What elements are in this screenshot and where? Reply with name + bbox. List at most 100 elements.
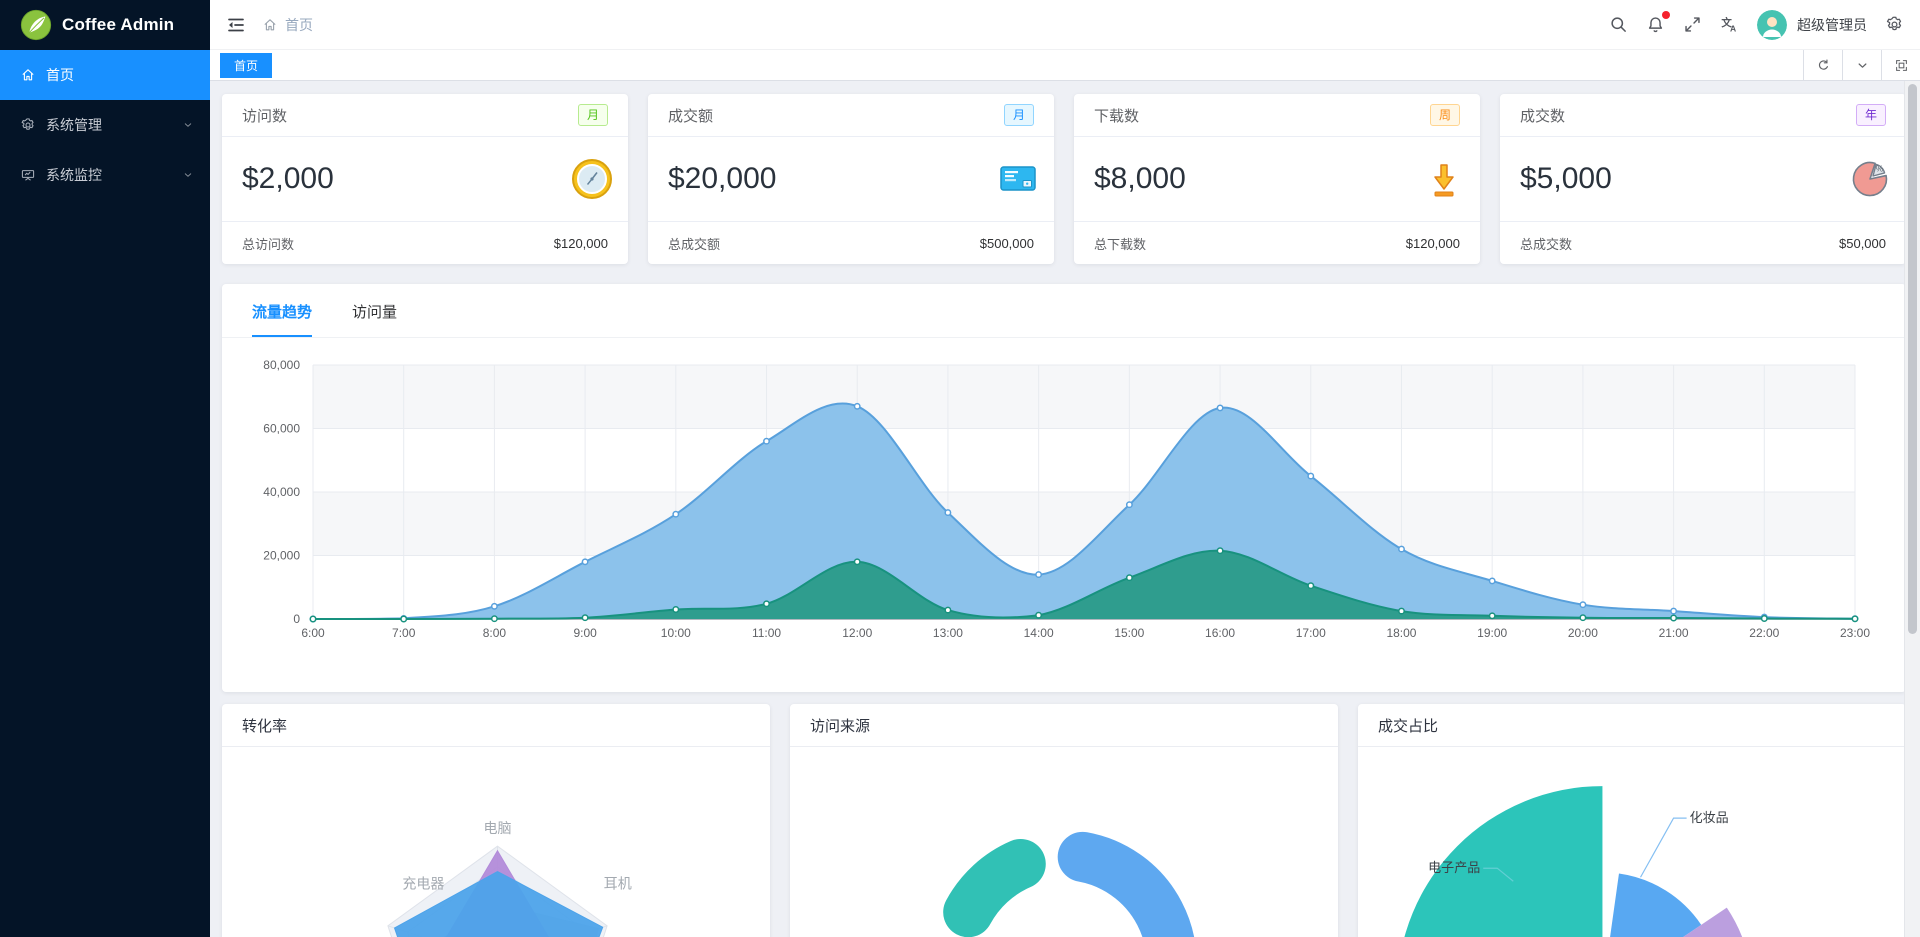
svg-text:化妆品: 化妆品 <box>1690 810 1729 825</box>
content-area: 访问数 月 $2,000 总访问数 $120,000 成交额 月 $20,000 总成交额 $50… <box>210 81 1920 937</box>
page-scrollbar[interactable] <box>1904 81 1920 937</box>
svg-text:耳机: 耳机 <box>604 875 632 891</box>
stat-card-footer-label: 总下载数 <box>1094 236 1147 252</box>
svg-text:充电器: 充电器 <box>402 875 444 891</box>
trend-tab-1[interactable]: 访问量 <box>352 304 398 321</box>
breadcrumb-item-home[interactable]: 首页 <box>285 16 313 33</box>
stat-card-footer: 总成交额 $500,000 <box>648 221 1054 264</box>
stat-card-3: 成交数 年 $5,000% 总成交数 $50,000 <box>1500 94 1906 264</box>
svg-text:文: 文 <box>1721 16 1732 29</box>
avatar[interactable] <box>1757 9 1787 40</box>
maximize-icon[interactable] <box>1881 50 1920 80</box>
stat-card-body: $5,000% <box>1500 137 1906 221</box>
stat-card-value: $5,000 <box>1520 162 1612 195</box>
svg-text:15:00: 15:00 <box>1114 626 1144 640</box>
svg-text:9:00: 9:00 <box>573 626 597 640</box>
svg-text:%: % <box>1876 164 1884 174</box>
pie-icon: % <box>1848 157 1892 201</box>
sidebar-item-1[interactable]: 系统管理 <box>0 100 210 150</box>
navbar-left: 首页 <box>226 15 313 35</box>
breadcrumb[interactable]: 首页 <box>262 15 313 35</box>
stat-card-title: 成交数 <box>1520 107 1566 125</box>
svg-text:A: A <box>1730 24 1736 34</box>
clock-icon <box>570 157 614 201</box>
stat-card-value: $20,000 <box>668 162 777 195</box>
bell-icon <box>1646 15 1665 34</box>
stat-card-value: $2,000 <box>242 162 334 195</box>
scrollbar-thumb[interactable] <box>1908 84 1917 634</box>
stat-card-2: 下载数 周 $8,000 总下载数 $120,000 <box>1074 94 1480 264</box>
svg-text:22:00: 22:00 <box>1749 626 1779 640</box>
sidebar: Coffee Admin 首页系统管理系统监控 <box>0 0 210 937</box>
stat-card-header: 成交额 月 <box>648 94 1054 137</box>
tabs-bar: 首页 <box>210 50 1920 81</box>
stat-card-footer-value: $50,000 <box>1839 235 1886 251</box>
svg-text:电脑: 电脑 <box>483 820 511 836</box>
svg-text:40,000: 40,000 <box>263 485 300 499</box>
stat-card-body: $20,000 <box>648 137 1054 221</box>
stat-card-1: 成交额 月 $20,000 总成交额 $500,000 <box>648 94 1054 264</box>
search-icon[interactable] <box>1609 15 1628 34</box>
trend-tab-0[interactable]: 流量趋势 <box>252 301 313 337</box>
stat-card-badge: 年 <box>1855 104 1886 126</box>
stat-card-title: 下载数 <box>1094 107 1140 125</box>
stat-card-footer: 总下载数 $120,000 <box>1074 221 1480 264</box>
sidebar-item-label: 首页 <box>46 67 74 83</box>
conversion-rate-card: 转化率 电脑耳机 充电器 <box>222 704 770 937</box>
svg-text:11:00: 11:00 <box>752 626 781 640</box>
stat-card-body: $2,000 <box>222 137 628 221</box>
refresh-icon[interactable] <box>1803 50 1842 80</box>
card-title: 转化率 <box>222 704 770 747</box>
stat-card-footer-label: 总成交额 <box>668 236 721 252</box>
app-logo: Coffee Admin <box>0 0 210 50</box>
stat-card-footer-value: $120,000 <box>1405 235 1460 251</box>
stat-card-badge: 月 <box>1003 104 1034 126</box>
stat-card-badge: 月 <box>577 104 608 126</box>
stat-card-header: 成交数 年 <box>1500 94 1906 137</box>
svg-text:6:00: 6:00 <box>301 626 325 640</box>
stat-card-badge: 周 <box>1429 104 1460 126</box>
svg-text:16:00: 16:00 <box>1205 626 1235 640</box>
sidebar-fold-icon[interactable] <box>226 15 246 35</box>
sidebar-item-2[interactable]: 系统监控 <box>0 150 210 200</box>
stat-card-footer-value: $120,000 <box>553 235 608 251</box>
stat-cards-row: 访问数 月 $2,000 总访问数 $120,000 成交额 月 $20,000 总成交额 $50… <box>222 94 1906 264</box>
svg-text:8:00: 8:00 <box>483 626 507 640</box>
fullscreen-icon[interactable] <box>1683 15 1702 34</box>
sidebar-item-0[interactable]: 首页 <box>0 50 210 100</box>
notifications-button[interactable] <box>1646 11 1670 34</box>
open-tab-0[interactable]: 首页 <box>220 52 273 78</box>
svg-text:7:00: 7:00 <box>392 626 416 640</box>
traffic-trend-card: 流量趋势 访问量 0 20,000 40,000 60,000 80,000 6:00 7:0… <box>222 284 1906 692</box>
svg-text:23:00: 23:00 <box>1840 626 1870 640</box>
svg-text:20:00: 20:00 <box>1568 626 1598 640</box>
monitor-icon <box>20 167 36 183</box>
stat-card-value: $8,000 <box>1094 162 1186 195</box>
svg-text:80,000: 80,000 <box>263 358 300 372</box>
home-icon <box>20 67 36 83</box>
visit-source-donut-chart <box>790 747 1338 937</box>
card-title: 访问来源 <box>790 704 1338 747</box>
stat-card-header: 访问数 月 <box>222 94 628 137</box>
conversion-radar-chart: 电脑耳机 充电器 <box>222 747 770 937</box>
visit-source-card: 访问来源 <box>790 704 1338 937</box>
deal-share-card: 成交占比 电子产品 化妆品 <box>1358 704 1906 937</box>
chevron-down-icon[interactable] <box>1842 50 1881 80</box>
stat-card-footer-label: 总成交数 <box>1520 236 1573 252</box>
stat-card-footer: 总成交数 $50,000 <box>1500 221 1906 264</box>
settings-gear-icon[interactable] <box>1885 15 1904 34</box>
svg-text:12:00: 12:00 <box>842 626 872 640</box>
chevron-down-icon <box>182 169 194 181</box>
sidebar-item-label: 系统管理 <box>46 117 102 133</box>
username[interactable]: 超级管理员 <box>1797 16 1867 33</box>
tab-actions <box>1803 50 1920 80</box>
svg-text:14:00: 14:00 <box>1024 626 1054 640</box>
svg-text:20,000: 20,000 <box>263 549 300 563</box>
stat-card-title: 成交额 <box>668 107 714 125</box>
open-tabs: 首页 <box>210 52 273 78</box>
chevron-down-icon <box>182 119 194 131</box>
svg-text:18:00: 18:00 <box>1386 626 1416 640</box>
